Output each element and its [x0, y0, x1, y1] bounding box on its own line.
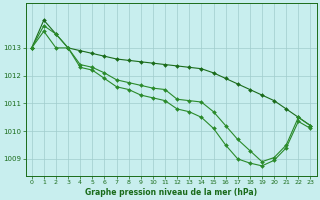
X-axis label: Graphe pression niveau de la mer (hPa): Graphe pression niveau de la mer (hPa) — [85, 188, 257, 197]
